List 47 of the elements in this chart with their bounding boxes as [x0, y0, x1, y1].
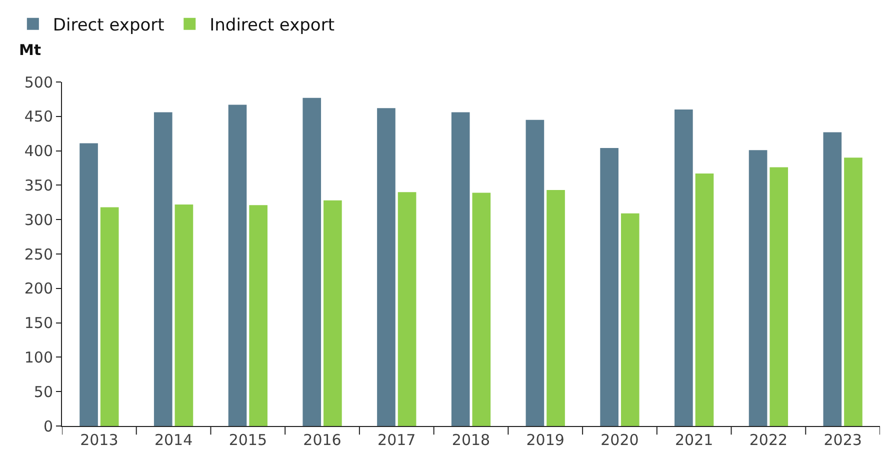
bar	[302, 98, 322, 426]
y-axis-title: Mt	[19, 41, 42, 59]
x-tick-label: 2018	[452, 431, 490, 449]
y-tick-label: 300	[24, 210, 53, 229]
x-tick-label: 2013	[80, 431, 118, 449]
bar	[546, 190, 565, 426]
y-tick-label: 450	[24, 108, 53, 126]
bar	[228, 104, 247, 426]
x-tick-label: 2017	[378, 431, 416, 449]
y-tick-label: 500	[24, 73, 53, 92]
bar	[844, 158, 862, 426]
x-tick-label: 2022	[749, 431, 788, 449]
x-tick-label: 2020	[600, 431, 639, 449]
bar	[154, 112, 172, 426]
x-tick-label: 2014	[154, 431, 193, 449]
y-tick-label: 0	[43, 417, 53, 436]
bar	[600, 148, 618, 426]
x-tick-label: 2021	[674, 431, 714, 449]
bar	[174, 204, 194, 426]
y-tick-label: 200	[24, 280, 53, 298]
bar	[526, 120, 544, 426]
bar	[770, 167, 788, 426]
bar	[324, 200, 342, 426]
bar	[695, 174, 714, 426]
bar	[377, 108, 396, 426]
x-tick-label: 2015	[228, 431, 268, 449]
y-tick-label: 150	[24, 314, 53, 332]
x-tick-label: 2016	[303, 431, 342, 449]
y-tick-label: 400	[24, 142, 53, 160]
bar	[674, 110, 693, 426]
y-tick-label: 350	[24, 176, 53, 194]
x-tick-label: 2023	[824, 431, 862, 449]
x-tick-label: 2019	[526, 431, 564, 449]
y-tick-label: 50	[34, 382, 53, 401]
y-tick-label: 250	[24, 245, 53, 264]
bar	[249, 205, 268, 426]
bar	[451, 112, 470, 426]
bar	[80, 143, 98, 426]
bar	[748, 150, 768, 426]
y-tick-label: 100	[24, 348, 53, 366]
bar	[823, 132, 842, 426]
bar	[100, 207, 119, 426]
legend-label: Indirect export	[210, 16, 335, 36]
legend-label: Direct export	[52, 16, 165, 36]
bar	[472, 192, 491, 426]
bar	[620, 213, 640, 426]
bar	[398, 192, 416, 426]
